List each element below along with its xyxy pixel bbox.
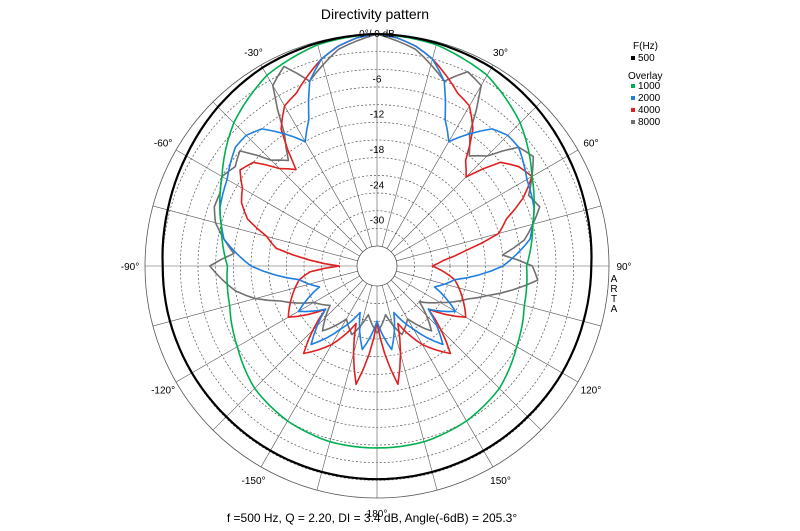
inner-ring [356,245,398,287]
angle-tick-label: 150° [490,476,511,487]
spoke-105 [396,270,602,327]
radial-tick-label: -18 [370,145,385,156]
polar-grid [144,33,610,499]
spoke-165 [381,285,438,491]
spoke-300 [175,149,360,257]
spoke-135 [390,279,542,431]
spoke-60 [394,149,579,257]
side-label-letter: A [611,274,618,285]
radial-tick-label: -6 [373,74,382,85]
spoke-15 [381,41,438,247]
spoke-225 [212,279,364,431]
spoke-285 [152,205,358,262]
angle-tick-label: -120° [151,386,175,397]
legend-entry-1000: 1000 [638,81,661,92]
chart-title: Directivity pattern [321,6,429,22]
legend-swatch-500 [631,56,635,60]
series-layer [161,32,593,481]
angle-tick-label: -30° [244,48,262,59]
legend-header: F(Hz) [633,41,658,52]
legend-entry-500: 500 [638,53,655,64]
angle-tick-label: -90° [121,262,139,273]
legend-swatch-2000 [631,96,635,100]
radial-tick-label: -30 [370,216,385,227]
radial-tick-label: -24 [370,180,385,191]
radial-tick-labels: -6 -12 -18 -24 -30 [370,74,385,226]
side-label-letter: R [610,284,617,295]
angle-tick-label: 30° [493,48,508,59]
spoke-150 [386,283,494,468]
spoke-315 [212,101,364,253]
spoke-240 [175,275,360,383]
legend-entry-2000: 2000 [638,93,661,104]
side-label-letter: A [611,304,618,315]
angle-tick-label: -60° [154,139,172,150]
spoke-210 [260,283,368,468]
footer-summary: f =500 Hz, Q = 2.20, DI = 3.4 dB, Angle(… [227,511,518,525]
series-line-2000 [219,33,535,351]
radial-tick-label: -12 [370,110,385,121]
spoke-330 [260,64,368,249]
angle-tick-label: 90° [616,262,631,273]
angle-tick-labels: -30° 30° -60° 60° -90° 90° -120° 120° -150° 150° 1… [121,48,632,520]
legend-swatch-8000 [631,120,635,124]
angle-tick-label: 60° [583,139,598,150]
series-line-4000 [239,33,533,386]
angle-tick-label: 180° [367,509,388,520]
series-line-500 [161,32,593,481]
zero-db-label: 0°/ 0 dB [359,29,395,40]
series-line-1000 [219,33,535,449]
angle-tick-label: -150° [241,476,265,487]
spoke-195 [316,285,373,491]
spoke-30 [386,64,494,249]
legend-swatch-4000 [631,108,635,112]
spoke-120 [394,275,579,383]
spoke-345 [316,41,373,247]
legend-overlay-header: Overlay [628,71,662,82]
legend-entry-4000: 4000 [638,105,661,116]
side-label-letter: T [611,294,617,305]
legend-swatch-1000 [631,84,635,88]
legend-entry-8000: 8000 [638,117,661,128]
angle-tick-label: 120° [581,386,602,397]
